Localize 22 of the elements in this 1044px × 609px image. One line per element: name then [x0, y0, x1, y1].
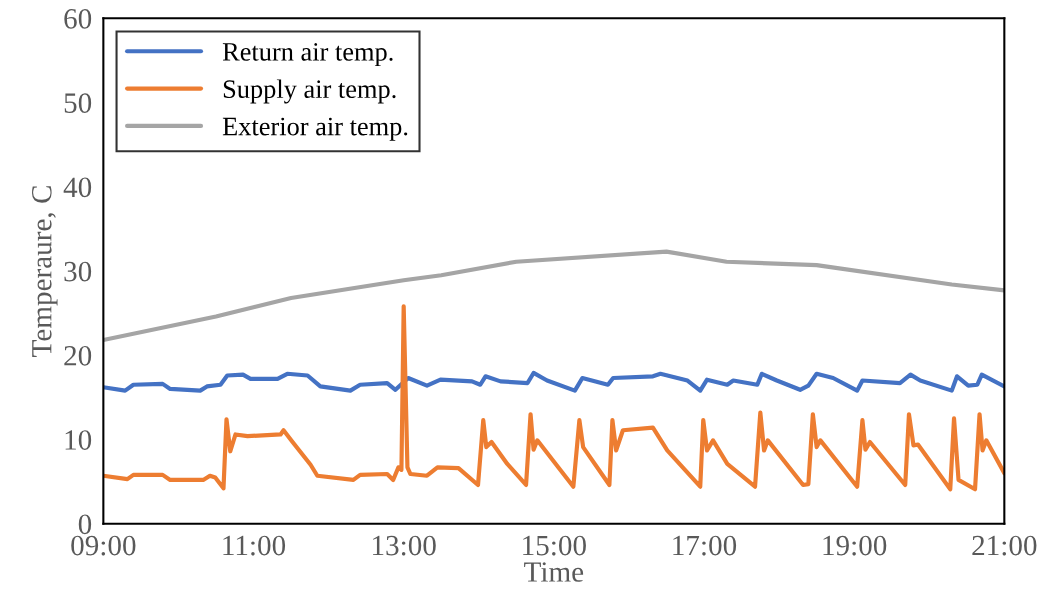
- x-tick-label: 13:00: [373, 535, 436, 556]
- y-tick-label: 20: [64, 345, 92, 366]
- x-axis-title: Time: [524, 562, 584, 582]
- legend-label: Return air temp.: [222, 43, 393, 67]
- x-tick-label: 19:00: [823, 535, 887, 556]
- line-series: [103, 370, 1005, 393]
- y-tick-label: 40: [63, 177, 92, 198]
- x-tick-label: 11:00: [223, 535, 286, 556]
- x-tick-label: 21:00: [972, 535, 1037, 556]
- x-tick-label: 17:00: [673, 535, 737, 556]
- y-tick-label: 10: [65, 430, 92, 450]
- y-tick-label: 50: [64, 93, 92, 113]
- legend-label: Exterior air temp.: [222, 117, 408, 141]
- line-series: [103, 249, 1005, 343]
- line-series: [103, 304, 1005, 492]
- y-tick-label: 60: [64, 8, 92, 29]
- x-tick-label: 15:00: [523, 535, 586, 556]
- y-tick-label: 0: [78, 514, 92, 535]
- x-tick-label: 09:00: [71, 535, 136, 556]
- legend-label: Supply air temp.: [223, 79, 396, 104]
- y-tick-label: 30: [64, 261, 92, 282]
- y-axis-title: Temperaure, C: [32, 186, 58, 357]
